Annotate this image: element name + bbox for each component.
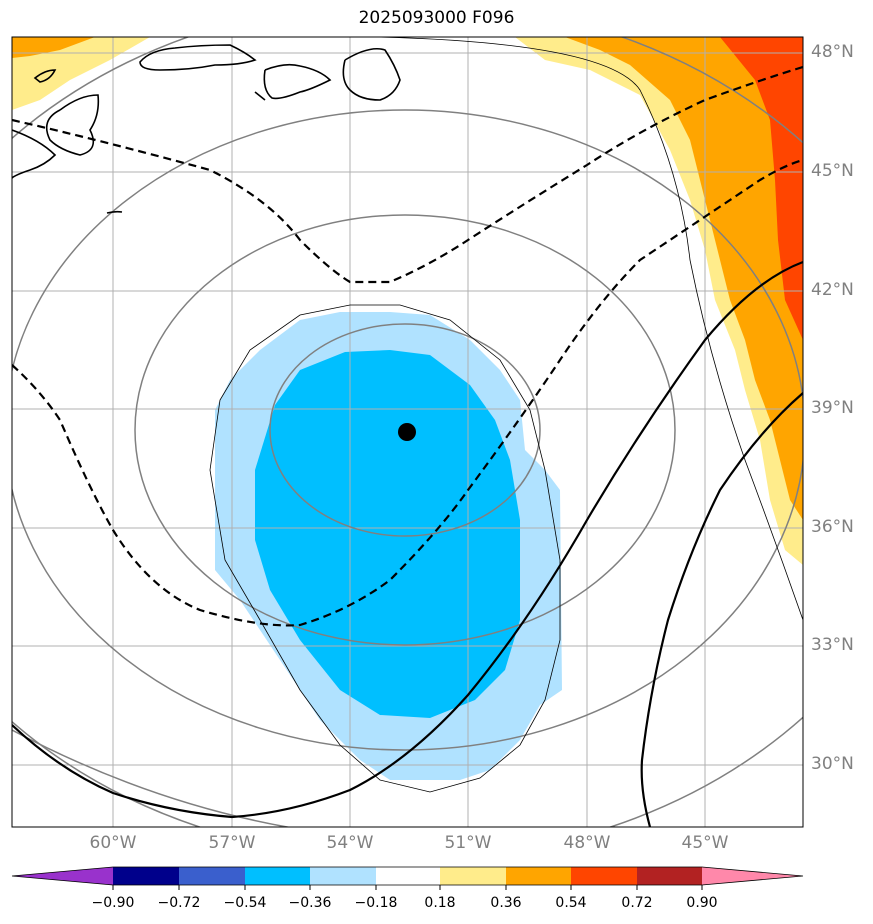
colorbar-bin xyxy=(440,867,506,885)
fill-light-yellow-nw xyxy=(12,37,150,110)
colorbar-tick-label: 0.18 xyxy=(424,895,456,911)
fill-orange xyxy=(565,37,803,520)
gray-contours xyxy=(12,37,803,827)
lat-label-45n: 45°N xyxy=(811,161,854,181)
colorbar-bin xyxy=(571,867,637,885)
lon-label-60w: 60°W xyxy=(89,833,137,853)
thin-contours xyxy=(209,37,803,793)
colorbar-under-arrow xyxy=(12,867,113,885)
lon-label-48w: 48°W xyxy=(563,833,611,853)
lon-label-54w: 54°W xyxy=(326,833,374,853)
lat-label-48n: 48°N xyxy=(811,42,854,62)
colorbar-bin xyxy=(245,867,310,885)
lat-label-33n: 33°N xyxy=(811,635,854,655)
colorbar-bin xyxy=(506,867,571,885)
dashed-contours xyxy=(12,65,803,627)
colorbar-tick-label: −0.18 xyxy=(354,895,398,911)
lon-label-57w: 57°W xyxy=(208,833,256,853)
map-frame xyxy=(11,36,804,828)
colorbar-tick-label: −0.54 xyxy=(223,895,267,911)
lat-label-30n: 30°N xyxy=(811,754,854,774)
lat-label-39n: 39°N xyxy=(811,398,854,418)
colorbar-tick-label: 0.36 xyxy=(490,895,522,911)
colorbar-bin xyxy=(179,867,245,885)
fill-deep-sky-blue xyxy=(255,350,520,718)
cyclone-center-marker xyxy=(398,423,416,441)
lat-label-42n: 42°N xyxy=(811,280,854,300)
lon-label-51w: 51°W xyxy=(444,833,492,853)
lat-label-36n: 36°N xyxy=(811,517,854,537)
lon-label-45w: 45°W xyxy=(681,833,729,853)
colorbar-bin xyxy=(310,867,376,885)
coastlines xyxy=(12,44,401,214)
colorbar-tick-label: 0.54 xyxy=(555,895,587,911)
colorbar-bin xyxy=(376,867,440,885)
colorbar xyxy=(11,866,804,890)
colorbar-tick-label: −0.36 xyxy=(288,895,332,911)
colorbar-tick-label: −0.72 xyxy=(157,895,201,911)
map-title: 2025093000 F096 xyxy=(358,8,515,28)
colorbar-tick-label: 0.72 xyxy=(621,895,653,911)
colorbar-bin xyxy=(113,867,179,885)
colorbar-tick-label: 0.90 xyxy=(686,895,718,911)
colorbar-over-arrow xyxy=(702,867,803,885)
solid-contours xyxy=(12,260,803,827)
colorbar-tick-label: −0.90 xyxy=(91,895,135,911)
colorbar-bin xyxy=(637,867,702,885)
fill-orange-red xyxy=(720,37,803,340)
